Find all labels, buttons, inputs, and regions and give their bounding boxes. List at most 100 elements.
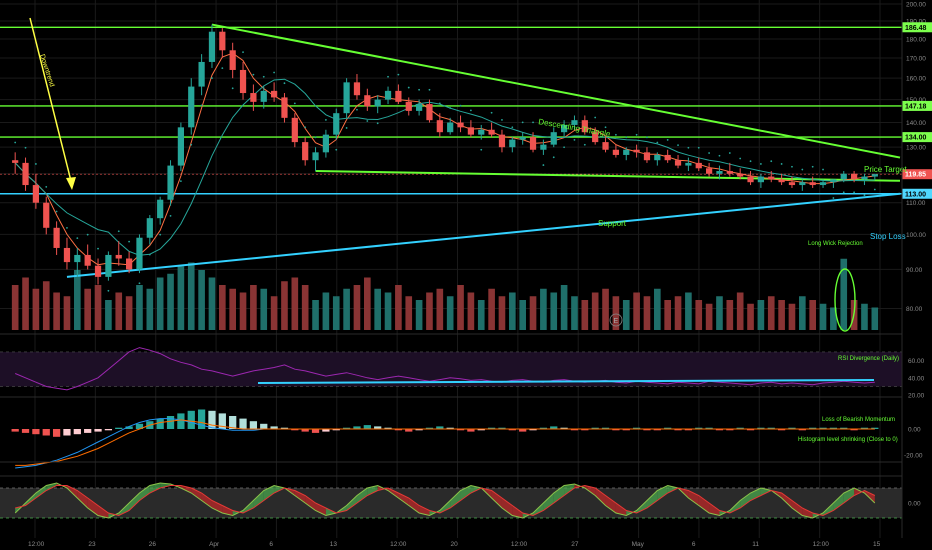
candle-body xyxy=(488,129,495,135)
stoch-fill xyxy=(709,503,720,516)
candle-body xyxy=(726,171,733,174)
sar-dot xyxy=(583,143,586,146)
sar-dot xyxy=(159,233,162,236)
candle xyxy=(478,124,485,140)
candle xyxy=(136,234,143,274)
stoch-fill xyxy=(87,498,99,516)
price-axis-tick: 90.00 xyxy=(906,267,923,274)
sar-dot xyxy=(646,136,648,139)
volume-bar xyxy=(436,288,444,330)
sar-dot xyxy=(708,152,711,154)
candle xyxy=(333,108,340,140)
candle-body xyxy=(208,31,216,62)
sar-dot xyxy=(791,165,793,168)
signal-line xyxy=(15,419,875,466)
time-axis-tick: 26 xyxy=(149,541,157,548)
volume-bar xyxy=(115,292,123,330)
sar-dot xyxy=(200,104,203,107)
sar-dot xyxy=(24,146,27,149)
sar-dot xyxy=(397,73,400,76)
candle xyxy=(384,86,392,105)
candle xyxy=(405,97,412,116)
volume-bar xyxy=(187,262,195,330)
macd-histogram-bar xyxy=(664,427,672,429)
sar-dot xyxy=(749,160,752,163)
candle-body xyxy=(561,124,568,133)
volume-bar xyxy=(105,300,112,330)
volume-bar xyxy=(654,288,661,330)
sar-dot xyxy=(438,102,441,105)
candle-body xyxy=(32,185,39,203)
time-axis-tick: 6 xyxy=(269,541,273,548)
sar-dot xyxy=(190,143,193,146)
annotation-price-target: Price Target xyxy=(864,165,907,174)
candle xyxy=(208,24,216,68)
candle-body xyxy=(260,90,267,102)
stoch-fill xyxy=(854,488,865,496)
volume-bar xyxy=(861,303,868,330)
volume-bar xyxy=(301,285,309,330)
candle xyxy=(519,132,526,145)
volume-bar xyxy=(695,300,703,330)
candle-body xyxy=(447,122,454,133)
stoch-fill xyxy=(750,488,761,501)
sar-dot xyxy=(76,237,79,240)
sar-dot xyxy=(283,82,286,85)
candle xyxy=(654,152,661,166)
macd-histogram-bar xyxy=(384,427,392,429)
candle xyxy=(343,78,350,118)
candle xyxy=(94,258,102,285)
macd-histogram-bar xyxy=(757,427,765,429)
macd-histogram-bar xyxy=(601,427,610,429)
level-label-bg xyxy=(902,100,932,111)
candle-body xyxy=(457,122,464,128)
volume-bar xyxy=(374,288,381,330)
stoch-fill xyxy=(553,485,565,503)
macd-histogram-bar xyxy=(612,429,620,431)
sar-dot xyxy=(221,67,224,70)
candle-body xyxy=(167,165,174,200)
candle xyxy=(602,137,609,153)
macd-histogram-bar xyxy=(798,429,806,431)
sar-dot xyxy=(407,86,410,89)
level-label-bg xyxy=(902,188,932,199)
stoch-fill xyxy=(398,493,409,506)
candle-body xyxy=(861,176,868,180)
sar-dot xyxy=(304,126,307,129)
stoch-fill xyxy=(429,510,440,516)
stoch-fill xyxy=(305,495,316,511)
candle xyxy=(177,122,184,172)
macd-histogram-bar xyxy=(746,429,755,431)
candle-body xyxy=(581,120,588,133)
stoch-fill xyxy=(149,483,161,493)
volume-bar xyxy=(716,296,723,330)
stoch-fill xyxy=(595,488,606,506)
stoch-fill xyxy=(833,493,844,511)
macd-histogram-bar xyxy=(840,427,848,429)
candle-body xyxy=(467,127,474,135)
sar-dot xyxy=(728,152,731,154)
volume-bar xyxy=(384,292,392,330)
sar-dot xyxy=(811,165,814,168)
candle xyxy=(685,157,692,172)
stoch-fill xyxy=(615,503,627,516)
volume-bar xyxy=(612,296,620,330)
level-label-bg xyxy=(902,132,932,143)
stoch-fill xyxy=(408,498,420,513)
candle xyxy=(809,176,816,188)
volume-bar xyxy=(736,292,744,330)
candle-body xyxy=(239,69,247,94)
stochastic-pane: 0.00 xyxy=(0,482,921,519)
trend-lines xyxy=(29,17,901,278)
volume-bar xyxy=(395,285,402,330)
candle xyxy=(374,95,381,114)
candle xyxy=(550,127,557,148)
candle-body xyxy=(737,173,744,177)
macd-histogram-bar xyxy=(177,413,185,429)
candle xyxy=(239,61,247,100)
volume-bar xyxy=(32,288,40,330)
annotation-histogram-shrinking: Histogram level shrinking (Close to 0) xyxy=(798,437,898,443)
volume-bar xyxy=(53,292,60,330)
